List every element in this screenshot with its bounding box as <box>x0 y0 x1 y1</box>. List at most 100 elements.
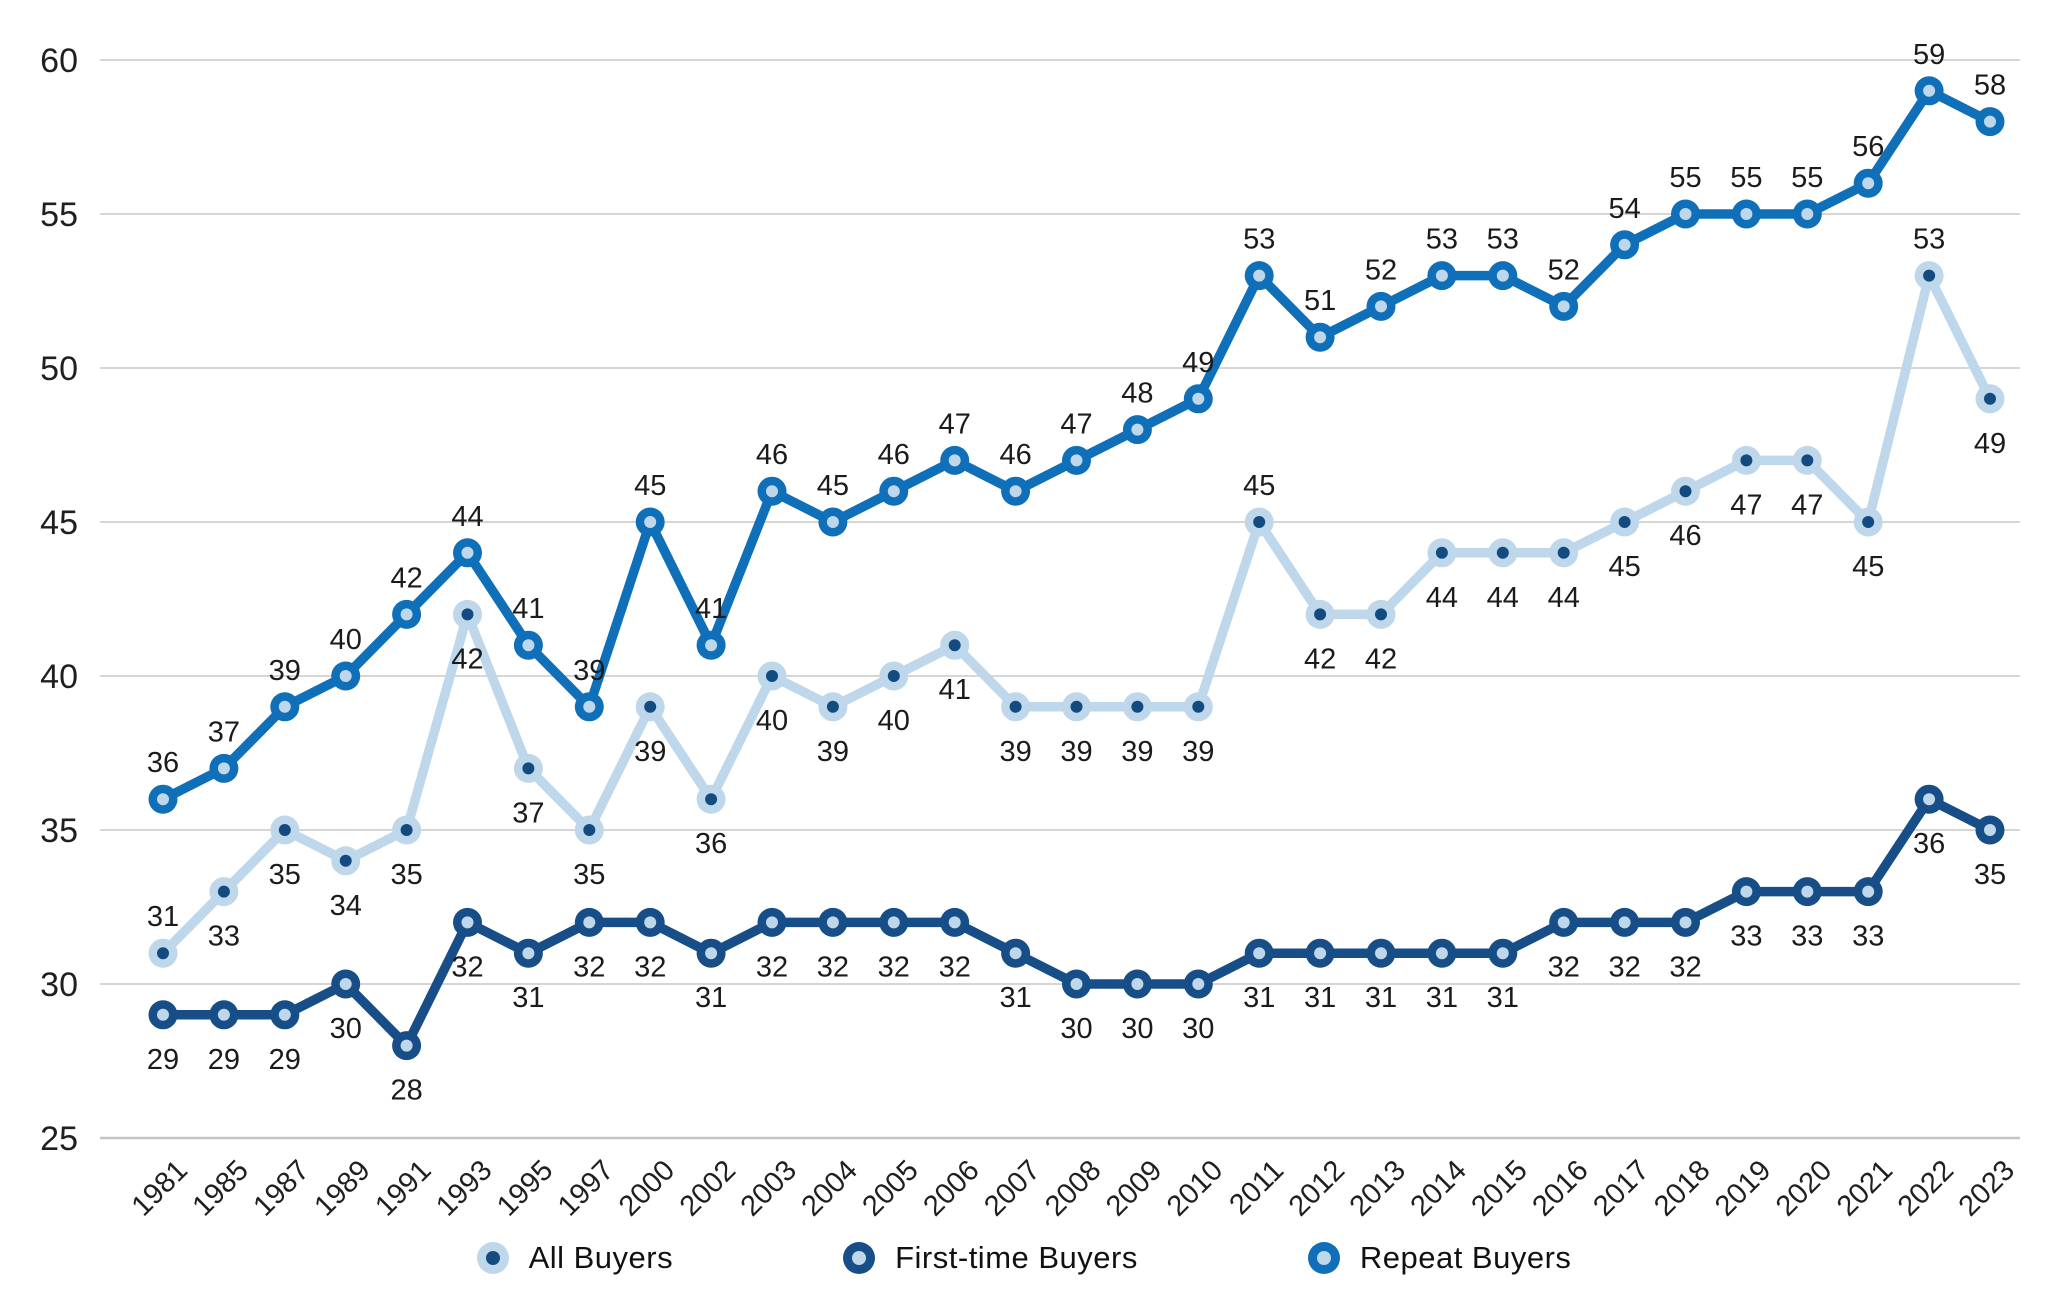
x-axis-tick-label: 1993 <box>430 1154 498 1222</box>
all-buyers-value-label: 42 <box>451 643 483 675</box>
first-time-buyers-value-label: 31 <box>1365 982 1397 1014</box>
all-buyers-value-label: 42 <box>1304 643 1336 675</box>
all-buyers-value-label: 45 <box>1243 470 1275 502</box>
all-buyers-marker-dot <box>1131 700 1144 713</box>
repeat-buyers-marker-dot <box>1131 423 1144 436</box>
first-time-buyers-value-label: 30 <box>1182 1013 1214 1045</box>
y-axis-tick-label: 30 <box>40 966 78 1004</box>
repeat-buyers-value-label: 48 <box>1121 378 1153 410</box>
repeat-buyers-marker-dot <box>887 485 900 498</box>
repeat-buyers-value-label: 46 <box>878 439 910 471</box>
repeat-buyers-marker-dot <box>1496 269 1509 282</box>
repeat-buyers-value-label: 47 <box>1060 408 1092 440</box>
all-buyers-marker-dot <box>583 824 596 836</box>
first-time-buyers-marker-dot <box>1618 916 1631 929</box>
all-buyers-value-label: 33 <box>208 921 240 953</box>
x-axis-tick-label: 1995 <box>491 1154 559 1222</box>
y-axis-tick-label: 40 <box>40 658 78 696</box>
all-buyers-marker-dot <box>1375 608 1387 621</box>
repeat-buyers-marker-dot <box>157 793 169 806</box>
first-time-buyers-value-label: 30 <box>1060 1013 1092 1045</box>
repeat-buyers-marker-dot <box>1253 269 1266 282</box>
y-axis-tick-label: 50 <box>40 350 78 388</box>
repeat-buyers-marker-dot <box>1314 331 1327 344</box>
all-buyers-marker-dot <box>522 762 535 775</box>
first-time-buyers-marker-dot <box>766 916 778 929</box>
first-time-buyers-marker-dot <box>1131 978 1144 990</box>
first-time-buyers-marker-dot <box>400 1039 413 1052</box>
y-axis-tick-label: 45 <box>40 504 78 542</box>
first-time-buyers-value-label: 31 <box>1487 982 1519 1014</box>
all-buyers-legend-marker-dot-icon <box>485 1251 500 1265</box>
first-time-buyers-marker-dot <box>948 916 961 929</box>
x-axis-tick-label: 2005 <box>857 1154 925 1222</box>
first-time-buyers-value-label: 29 <box>147 1044 179 1076</box>
all-buyers-value-label: 39 <box>999 736 1031 768</box>
all-buyers-value-label: 31 <box>147 901 179 933</box>
x-axis-tick-label: 1991 <box>369 1154 437 1222</box>
first-time-buyers-value-label: 30 <box>330 1013 362 1045</box>
repeat-buyers-value-label: 59 <box>1913 39 1945 71</box>
y-axis-tick-label: 55 <box>40 196 78 234</box>
x-axis-tick-label: 2019 <box>1709 1154 1777 1222</box>
repeat-buyers-value-label: 41 <box>512 593 544 625</box>
x-axis-tick-label: 2002 <box>674 1154 742 1222</box>
repeat-buyers-value-label: 40 <box>330 624 362 656</box>
all-buyers-line <box>158 270 1995 958</box>
repeat-buyers-marker-dot <box>1192 392 1205 405</box>
repeat-buyers-marker-dot <box>400 608 413 621</box>
all-buyers-value-label: 53 <box>1913 224 1945 256</box>
all-buyers-marker-dot <box>1496 546 1509 559</box>
first-time-buyers-marker-dot <box>1679 916 1692 929</box>
repeat-buyers-marker-dot <box>583 700 596 713</box>
repeat-buyers-marker-dot <box>1070 454 1083 467</box>
first-time-buyers-marker-dot <box>1740 885 1753 898</box>
all-buyers-marker-dot <box>826 700 839 713</box>
x-axis-tick-label: 2016 <box>1526 1154 1594 1222</box>
x-axis-tick-label: 2023 <box>1953 1154 2021 1222</box>
first-time-buyers-value-label: 30 <box>1121 1013 1153 1045</box>
y-axis-tick-label: 35 <box>40 812 78 850</box>
first-time-buyers-value-label: 31 <box>1304 982 1336 1014</box>
first-time-buyers-marker-dot <box>1009 947 1022 960</box>
repeat-buyers-marker-dot <box>948 454 961 467</box>
all-buyers-marker-dot <box>1435 546 1448 559</box>
repeat-buyers-value-label: 44 <box>451 501 483 533</box>
first-time-buyers-value-label: 35 <box>1974 859 2006 891</box>
first-time-buyers-value-label: 31 <box>1426 982 1458 1014</box>
first-time-buyers-value-label: 32 <box>1608 951 1640 983</box>
all-buyers-value-label: 39 <box>1060 736 1092 768</box>
all-buyers-value-label: 45 <box>1608 551 1640 583</box>
x-axis-tick-label: 2012 <box>1283 1154 1351 1222</box>
first-time-buyers-marker-dot <box>887 916 900 929</box>
x-axis-tick-label: 2000 <box>613 1154 681 1222</box>
x-axis-tick-label: 2017 <box>1587 1154 1655 1222</box>
repeat-buyers-value-label: 55 <box>1669 162 1701 194</box>
all-buyers-marker-dot <box>1557 546 1570 559</box>
first-time-buyers-marker-dot <box>1496 947 1509 960</box>
first-time-buyers-value-label: 33 <box>1730 921 1762 953</box>
first-time-buyers-marker-dot <box>583 916 596 929</box>
x-axis-tick-label: 2013 <box>1344 1154 1412 1222</box>
all-buyers-value-label: 45 <box>1852 551 1884 583</box>
all-buyers-marker-dot <box>1984 392 1996 405</box>
repeat-buyers-value-label: 58 <box>1974 70 2006 102</box>
repeat-buyers-value-label: 46 <box>756 439 788 471</box>
all-buyers-value-label: 44 <box>1487 582 1519 614</box>
first-time-buyers-marker-dot <box>705 947 718 960</box>
all-buyers-value-label: 36 <box>695 828 727 860</box>
repeat-buyers-marker-dot <box>1862 177 1875 190</box>
first-time-buyers-marker-dot <box>339 978 352 990</box>
repeat-buyers-marker-dot <box>644 516 657 528</box>
all-buyers-marker-dot <box>1923 269 1936 282</box>
repeat-buyers-value-label: 51 <box>1304 285 1336 317</box>
repeat-buyers-marker-dot <box>1679 208 1692 220</box>
all-buyers-marker-dot <box>887 670 900 682</box>
repeat-buyers-value-label: 53 <box>1243 224 1275 256</box>
all-buyers-value-label: 47 <box>1730 489 1762 521</box>
first-time-buyers-value-label: 32 <box>878 951 910 983</box>
first-time-buyers-marker-dot <box>461 916 474 929</box>
repeat-buyers-legend-marker-dot-icon <box>1316 1251 1331 1265</box>
